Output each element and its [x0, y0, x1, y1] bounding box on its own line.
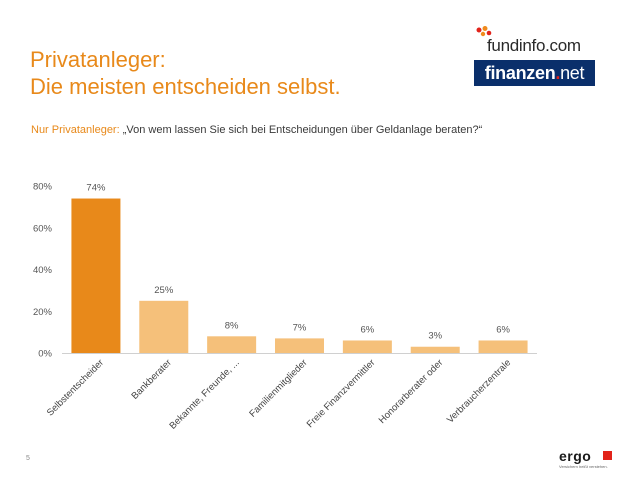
x-tick-label: Bekannte, Freunde, ...	[168, 357, 242, 431]
chart-question: Nur Privatanleger: „Von wem lassen Sie s…	[31, 124, 482, 136]
data-label: 6%	[496, 324, 510, 335]
question-text: „Von wem lassen Sie sich bei Entscheidun…	[122, 124, 483, 136]
bar	[275, 338, 324, 353]
fundinfo-text: fundinfo.com	[487, 36, 581, 55]
x-tick-label: Verbraucherzentrale	[445, 357, 513, 425]
y-tick-label: 40%	[33, 265, 53, 276]
page-number: 5	[26, 455, 30, 462]
x-tick-label: Selbstentscheider	[45, 357, 106, 418]
fundinfo-logo: fundinfo.com	[473, 26, 593, 56]
y-tick-label: 80%	[33, 182, 53, 193]
data-label: 7%	[293, 322, 307, 333]
question-lead: Nur Privatanleger:	[31, 124, 120, 136]
finanzen-net-text: net	[560, 63, 585, 83]
x-tick-label: Familienmitglieder	[247, 357, 309, 419]
finanzen-main-text: finanzen	[484, 63, 556, 83]
y-tick-label: 20%	[33, 307, 53, 318]
finanzen-logo: finanzen.net	[474, 60, 595, 86]
page-title: Privatanleger: Die meisten entscheiden s…	[30, 46, 341, 100]
ergo-flag-icon	[603, 451, 612, 460]
data-label: 3%	[428, 331, 442, 342]
x-tick-label: Honorarberater oder	[377, 357, 446, 426]
ergo-wordmark: ergo	[559, 448, 592, 464]
bar-chart: 0% 20% 40% 60% 80% 74% Selbstentscheider 25% Ban…	[33, 182, 537, 432]
ergo-logo: ergo Versichern heißt verstehen.	[559, 448, 619, 470]
bar	[139, 300, 189, 353]
data-label: 74%	[86, 183, 106, 194]
bar	[207, 336, 257, 353]
data-label: 6%	[360, 324, 374, 335]
bar	[71, 198, 121, 353]
y-tick-label: 0%	[38, 349, 52, 360]
finanzen-separator: .	[555, 63, 561, 83]
bar	[342, 340, 392, 353]
title-line-2: Die meisten entscheiden selbst.	[30, 74, 341, 99]
y-tick-label: 60%	[33, 223, 53, 234]
data-label: 8%	[225, 320, 239, 331]
x-tick-label: Bankberater	[130, 357, 174, 401]
fundinfo-flame-icon	[476, 26, 492, 37]
bar	[478, 340, 528, 353]
ergo-tagline: Versichern heißt verstehen.	[559, 464, 608, 469]
x-tick-label: Freie Finanzvermittler	[305, 357, 378, 430]
title-line-1: Privatanleger:	[30, 47, 166, 72]
bar	[410, 346, 460, 353]
data-label: 25%	[154, 285, 174, 296]
